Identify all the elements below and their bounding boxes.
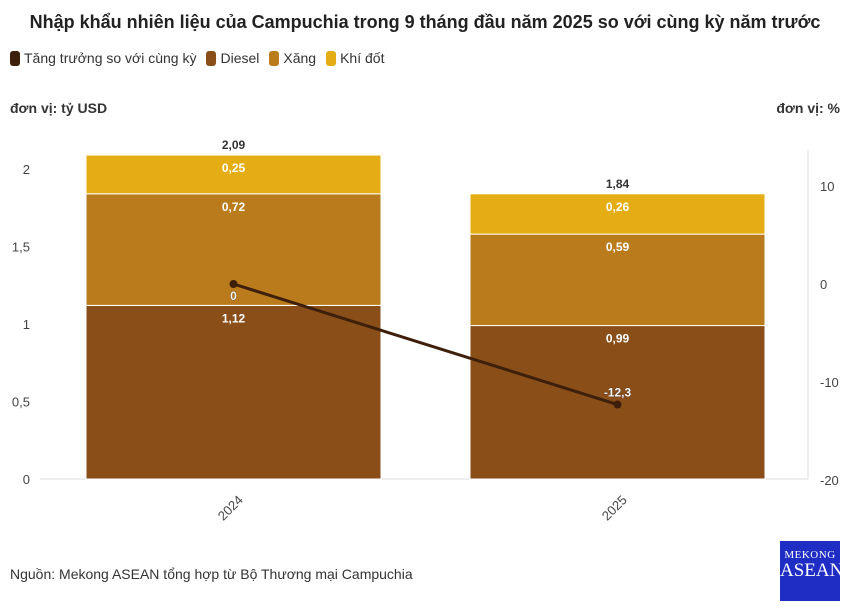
- right-axis-unit: đơn vị: %: [776, 100, 840, 116]
- mekong-asean-logo: MEKONG ASEAN: [780, 541, 843, 601]
- growth-label: 0: [230, 289, 237, 303]
- total-label: 1,84: [606, 177, 630, 191]
- y-tick-label: 1,5: [12, 240, 30, 255]
- y2-tick-label: 10: [820, 179, 834, 194]
- legend-label: Diesel: [220, 50, 260, 66]
- legend-swatch: [206, 50, 217, 66]
- y-tick-label: 0: [23, 472, 30, 487]
- y-tick-label: 1: [23, 317, 30, 332]
- data-label: 0,99: [606, 332, 630, 346]
- growth-point: [613, 400, 622, 409]
- legend-label: Xăng: [283, 50, 317, 66]
- y-tick-label: 2: [23, 162, 30, 177]
- bar-segment: [85, 154, 382, 195]
- data-label: 0,59: [606, 240, 630, 254]
- legend-item-xang[interactable]: Xăng: [269, 50, 316, 66]
- legend: Tăng trưởng so với cùng kỳ Diesel Xăng K…: [10, 50, 384, 66]
- x-tick-label: 2025: [599, 492, 630, 523]
- legend-label: Tăng trưởng so với cùng kỳ: [24, 50, 197, 66]
- growth-line: [233, 282, 618, 406]
- y-tick-label: 0,5: [12, 395, 30, 410]
- data-label: 0,25: [222, 161, 246, 175]
- chart-title: Nhập khẩu nhiên liệu của Campuchia trong…: [29, 12, 821, 32]
- left-axis-unit: đơn vị: tỷ USD: [10, 100, 108, 116]
- legend-item-khi-dot[interactable]: Khí đốt: [326, 50, 384, 66]
- y2-tick-label: -20: [820, 473, 839, 488]
- legend-item-growth[interactable]: Tăng trưởng so với cùng kỳ: [10, 50, 196, 66]
- data-label: 1,12: [222, 311, 246, 325]
- source-note: Nguồn: Mekong ASEAN tổng hợp từ Bộ Thươn…: [10, 566, 413, 582]
- bar-segment: [469, 233, 766, 327]
- growth-point: [229, 280, 238, 288]
- legend-swatch: [10, 50, 20, 66]
- legend-label: Khí đốt: [340, 50, 385, 66]
- y2-tick-label: 0: [820, 277, 827, 292]
- bar-segment: [85, 304, 382, 480]
- bar-segment: [469, 193, 766, 235]
- growth-label: -12,3: [604, 386, 632, 400]
- y2-tick-label: -10: [820, 375, 839, 390]
- data-label: 0,72: [222, 200, 246, 214]
- legend-swatch: [269, 50, 280, 66]
- legend-swatch: [326, 50, 337, 66]
- x-tick-label: 2024: [215, 492, 246, 523]
- legend-item-diesel[interactable]: Diesel: [206, 50, 259, 66]
- data-label: 0,26: [606, 200, 630, 214]
- total-label: 2,09: [222, 138, 246, 152]
